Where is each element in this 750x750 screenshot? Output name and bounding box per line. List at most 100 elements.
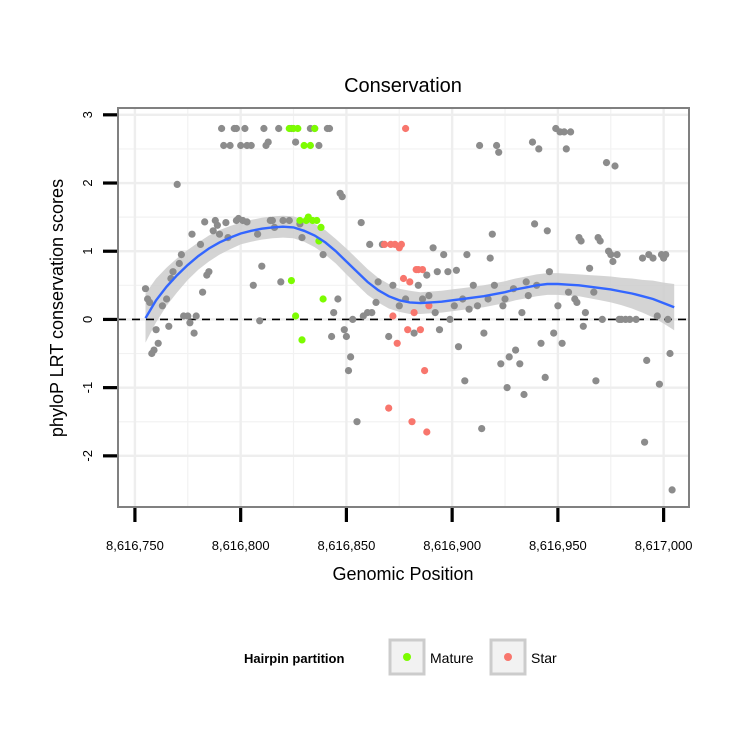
legend: Hairpin partition Mature Star xyxy=(244,638,557,676)
point-other xyxy=(643,356,651,364)
point-other xyxy=(192,312,200,320)
point-other xyxy=(334,295,342,303)
point-other xyxy=(243,218,251,226)
point-other xyxy=(641,438,649,446)
point-other xyxy=(518,309,526,317)
point-other xyxy=(423,271,431,279)
point-other xyxy=(463,251,471,259)
legend-dot-mature xyxy=(403,653,411,661)
point-other xyxy=(632,315,640,323)
point-other xyxy=(395,302,403,310)
legend-dot-star xyxy=(504,653,512,661)
point-other xyxy=(564,288,573,296)
point-other xyxy=(664,315,672,323)
point-other xyxy=(440,251,448,259)
data-points xyxy=(141,124,676,494)
legend-title: Hairpin partition xyxy=(244,651,344,666)
point-mature xyxy=(287,277,295,285)
point-other xyxy=(292,138,300,146)
point-other xyxy=(499,302,507,310)
x-tick-label: 8,616,800 xyxy=(212,538,270,553)
point-other xyxy=(429,244,437,252)
point-other xyxy=(340,326,348,334)
point-star xyxy=(389,312,397,320)
point-other xyxy=(550,329,558,337)
point-other xyxy=(626,315,634,323)
point-other xyxy=(611,162,619,170)
point-other xyxy=(577,237,585,245)
point-star xyxy=(416,326,424,334)
x-tick-label: 8,616,900 xyxy=(423,538,481,553)
point-other xyxy=(531,220,539,228)
point-other xyxy=(258,262,266,270)
point-other xyxy=(469,281,477,289)
point-other xyxy=(493,141,501,150)
point-other xyxy=(163,295,171,303)
point-star xyxy=(406,278,414,286)
point-other xyxy=(366,240,374,248)
point-other xyxy=(173,180,181,188)
point-other xyxy=(256,317,264,325)
point-other xyxy=(461,377,469,385)
point-other xyxy=(511,346,520,354)
y-axis: -2 -1 0 1 2 3 xyxy=(80,111,117,462)
point-mature xyxy=(298,336,306,344)
point-other xyxy=(410,329,418,337)
point-other xyxy=(264,138,272,146)
point-mature xyxy=(317,223,325,231)
point-other xyxy=(275,124,283,133)
point-other xyxy=(473,302,482,310)
point-other xyxy=(524,292,532,300)
x-tick-label: 8,617,000 xyxy=(635,538,693,553)
point-other xyxy=(186,319,194,327)
point-other xyxy=(668,486,676,494)
point-star xyxy=(421,367,429,375)
point-other xyxy=(199,288,207,296)
point-star xyxy=(397,240,405,248)
point-other xyxy=(184,312,192,320)
point-other xyxy=(347,353,355,361)
point-other xyxy=(520,390,528,399)
point-star xyxy=(410,309,418,317)
point-star xyxy=(425,302,433,310)
loess-confidence-band xyxy=(145,215,675,343)
point-other xyxy=(213,221,221,229)
point-other xyxy=(596,237,604,245)
point-other xyxy=(444,268,452,276)
point-other xyxy=(342,332,350,341)
point-other xyxy=(349,315,357,323)
point-other xyxy=(165,322,173,330)
point-other xyxy=(353,418,361,426)
point-other xyxy=(484,295,492,303)
point-other xyxy=(545,268,554,276)
point-other xyxy=(372,298,380,306)
point-other xyxy=(150,346,158,354)
point-other xyxy=(528,138,537,146)
point-other xyxy=(175,259,183,268)
point-other xyxy=(454,343,463,351)
point-other xyxy=(452,266,460,274)
point-other xyxy=(480,329,488,337)
point-mature xyxy=(313,216,321,225)
point-other xyxy=(543,227,551,235)
point-other xyxy=(607,251,615,259)
x-axis: 8,616,750 8,616,800 8,616,850 8,616,900 8,61… xyxy=(106,508,693,553)
legend-label-mature: Mature xyxy=(430,650,474,666)
y-axis-title: phyloP LRT conservation scores xyxy=(47,179,67,437)
point-other xyxy=(254,230,262,238)
point-other xyxy=(205,268,213,276)
point-other xyxy=(465,305,473,313)
point-other xyxy=(315,141,323,150)
point-other xyxy=(435,326,444,334)
point-other xyxy=(209,227,217,235)
point-other xyxy=(579,322,587,330)
point-other xyxy=(414,281,422,289)
point-star xyxy=(385,404,393,412)
point-other xyxy=(418,295,427,303)
point-other xyxy=(598,315,606,323)
point-mature xyxy=(306,141,314,150)
point-other xyxy=(666,349,674,358)
point-other xyxy=(478,425,486,433)
point-other xyxy=(537,339,545,347)
